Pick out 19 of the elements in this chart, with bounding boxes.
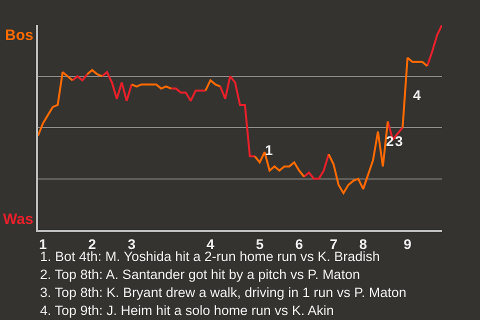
x-tick-label: 3 <box>128 236 136 252</box>
annotation: 4 <box>413 87 421 103</box>
text: Bos <box>5 27 34 44</box>
annotation: 2 <box>386 133 394 149</box>
x-tick-label: 8 <box>359 236 368 252</box>
x-tick-label: 4 <box>206 236 215 252</box>
x-tick-label: 2 <box>88 236 96 252</box>
x-tick-label: 1 <box>39 236 48 252</box>
annotation: 3 <box>395 133 403 149</box>
text: 3. Top 8th: K. Bryant drew a walk, driving in 1 run vs P. Maton <box>40 285 406 300</box>
annotation: 1 <box>265 142 273 158</box>
x-tick-label: 9 <box>404 236 412 252</box>
text: Was <box>3 211 34 228</box>
x-tick-label: 5 <box>256 236 264 252</box>
text: 1. Bot 4th: M. Yoshida hit a 2-run home run vs K. Bradish <box>40 249 380 264</box>
x-tick-label: 6 <box>295 236 304 252</box>
text: 2. Top 8th: A. Santander got hit by a pitch vs P. Maton <box>40 267 360 282</box>
text: 4. Top 9th: J. Heim hit a solo home run vs K. Akin <box>40 303 334 318</box>
x-tick-label: 7 <box>330 236 338 252</box>
